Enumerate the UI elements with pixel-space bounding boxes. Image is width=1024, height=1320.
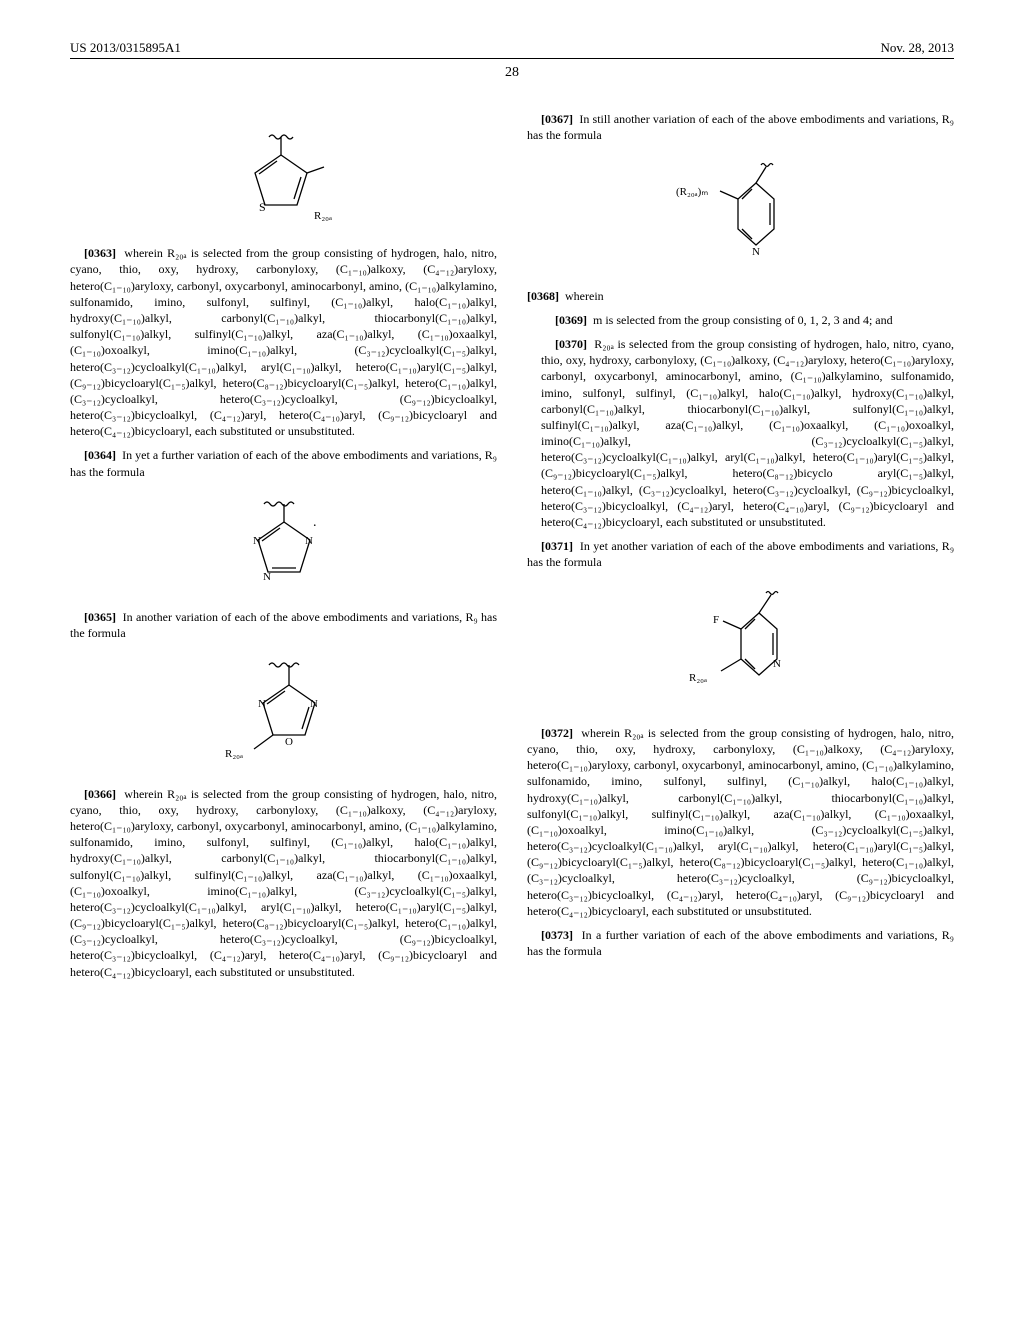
right-column: [0367] In still another variation of eac…: [527, 111, 954, 988]
para-0373: [0373] In a further variation of each of…: [527, 927, 954, 959]
n-label-3: N: [263, 571, 271, 583]
para-0370: [0370] R₂₀ₐ is selected from the group c…: [541, 336, 954, 530]
chem-structure-fluoropyridine: N F R₂₀ₐ: [527, 587, 954, 711]
para-0368: [0368] wherein: [527, 288, 954, 304]
para-0369: [0369] m is selected from the group cons…: [541, 312, 954, 328]
f-label: F: [713, 614, 719, 626]
chem-structure-triazole: N N N .: [70, 496, 497, 595]
n-label-1: N: [253, 535, 261, 547]
r20a-label-3: R₂₀ₐ: [689, 672, 707, 684]
page-header: US 2013/0315895A1 Nov. 28, 2013: [70, 40, 954, 59]
text-0373: In a further variation of each of the ab…: [527, 928, 954, 958]
text-0368: wherein: [565, 289, 604, 303]
text-0370: R₂₀ₐ is selected from the group consisti…: [541, 337, 954, 529]
text-0367: In still another variation of each of th…: [527, 112, 954, 142]
pnum-0369: [0369]: [555, 313, 587, 327]
indent-block: [0369] m is selected from the group cons…: [541, 312, 954, 530]
s-label: S: [259, 200, 266, 214]
chem-structure-oxadiazole: N N O R₂₀ₐ: [70, 657, 497, 771]
para-0367: [0367] In still another variation of eac…: [527, 111, 954, 143]
pnum-0367: [0367]: [541, 112, 573, 126]
text-0366: wherein R₂₀ₐ is selected from the group …: [70, 787, 497, 979]
pnum-0371: [0371]: [541, 539, 573, 553]
page-number: 28: [70, 65, 954, 81]
n-label-5: N: [310, 698, 318, 710]
n-label-7: N: [773, 658, 781, 670]
pnum-0372: [0372]: [541, 726, 573, 740]
pnum-0368: [0368]: [527, 289, 559, 303]
r20a-label-2: R₂₀ₐ: [225, 748, 243, 760]
content-columns: S R₂₀ₐ [0363] wherein R₂₀ₐ is selected f…: [70, 111, 954, 988]
pnum-0366: [0366]: [84, 787, 116, 801]
para-0366: [0366] wherein R₂₀ₐ is selected from the…: [70, 786, 497, 980]
n-label-4: N: [258, 698, 266, 710]
n-label-6: N: [752, 246, 760, 258]
n-label-2: N: [305, 535, 313, 547]
text-0369: m is selected from the group consisting …: [593, 313, 893, 327]
svg-text:.: .: [313, 515, 317, 530]
para-0372: [0372] wherein R₂₀ₐ is selected from the…: [527, 725, 954, 919]
chem-structure-pyridine-m: N (R₂₀ₐ)ₘ: [527, 159, 954, 273]
header-left: US 2013/0315895A1: [70, 40, 181, 56]
text-0364: In yet a further variation of each of th…: [70, 448, 497, 478]
pnum-0364: [0364]: [84, 448, 116, 462]
para-0363: [0363] wherein R₂₀ₐ is selected from the…: [70, 245, 497, 439]
r20a-label: R₂₀ₐ: [314, 210, 332, 222]
text-0372: wherein R₂₀ₐ is selected from the group …: [527, 726, 954, 918]
left-column: S R₂₀ₐ [0363] wherein R₂₀ₐ is selected f…: [70, 111, 497, 988]
text-0363: wherein R₂₀ₐ is selected from the group …: [70, 246, 497, 438]
para-0371: [0371] In yet another variation of each …: [527, 538, 954, 570]
text-0371: In yet another variation of each of the …: [527, 539, 954, 569]
pnum-0373: [0373]: [541, 928, 573, 942]
r20am-label: (R₂₀ₐ)ₘ: [676, 186, 708, 198]
para-0365: [0365] In another variation of each of t…: [70, 609, 497, 641]
text-0365: In another variation of each of the abov…: [70, 610, 497, 640]
header-right: Nov. 28, 2013: [880, 40, 954, 56]
pnum-0370: [0370]: [555, 337, 587, 351]
pnum-0365: [0365]: [84, 610, 116, 624]
pnum-0363: [0363]: [84, 246, 116, 260]
chem-structure-thiophene: S R₂₀ₐ: [70, 127, 497, 231]
para-0364: [0364] In yet a further variation of eac…: [70, 447, 497, 479]
o-label: O: [285, 736, 293, 748]
